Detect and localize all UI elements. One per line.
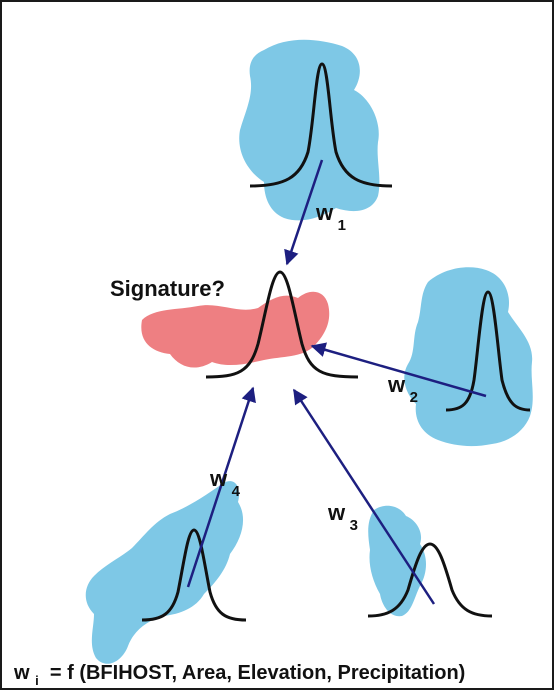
catchment-1-curve: [249, 62, 393, 188]
signature-label: Signature?: [110, 276, 225, 301]
weight-label-w2: w 2: [387, 372, 418, 406]
weight-label-w1: w 1: [315, 200, 346, 234]
weight-formula: w i = f (BFIHOST, Area, Elevation, Preci…: [13, 662, 465, 690]
weight-w2-base: w: [387, 372, 406, 397]
arrow-w2: [310, 342, 487, 398]
weight-w1-sub: 1: [338, 217, 346, 234]
weight-w2-sub: 2: [410, 389, 418, 406]
weight-w4-base: w: [209, 466, 228, 491]
arrow-w3: [292, 388, 436, 605]
catchment-4-shape: [85, 481, 244, 664]
formula-rest: = f (BFIHOST, Area, Elevation, Precipita…: [44, 662, 465, 684]
weight-label-w3: w 3: [327, 500, 358, 534]
catchment-1-shape: [239, 39, 380, 221]
formula-sub: i: [35, 673, 39, 688]
weight-w4-sub: 4: [232, 483, 241, 500]
target-catchment-shape: [141, 291, 330, 368]
formula-base: w: [13, 662, 30, 684]
catchment-2-shape: [404, 267, 533, 447]
catchment-3-shape: [368, 505, 426, 617]
target-curve: [205, 270, 359, 379]
arrow-w1: [284, 159, 324, 266]
catchment-4-curve: [141, 528, 247, 622]
weight-w3-sub: 3: [350, 517, 358, 534]
arrow-w4: [186, 386, 256, 588]
weight-w1-base: w: [315, 200, 334, 225]
catchment-3-curve: [367, 542, 493, 618]
weight-label-w4: w 4: [209, 466, 241, 500]
weight-w3-base: w: [327, 500, 346, 525]
